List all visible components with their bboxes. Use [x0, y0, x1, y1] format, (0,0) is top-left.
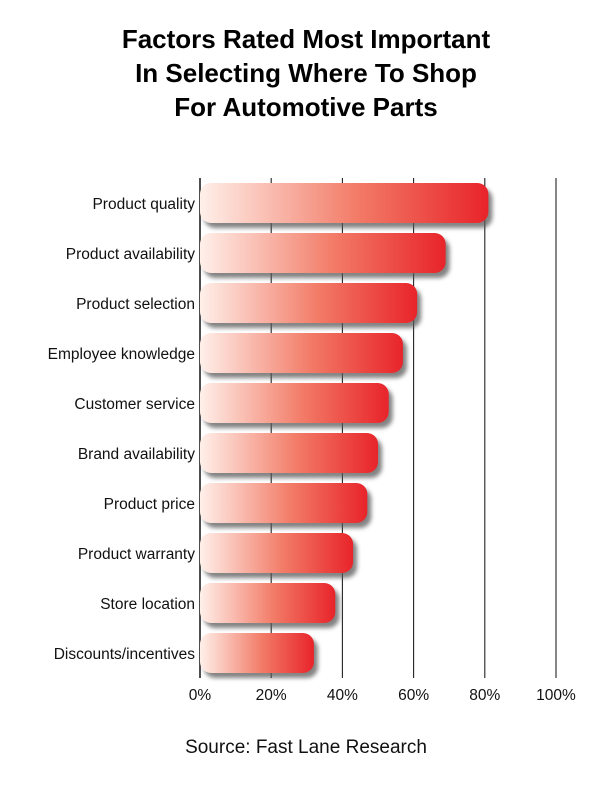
bar [200, 483, 368, 523]
title-line-1: Factors Rated Most Important [121, 24, 491, 54]
bar [200, 633, 314, 673]
x-tick-label: 100% [536, 687, 576, 704]
category-labels: Product quality Product availability Produ… [48, 196, 196, 663]
category-label: Product selection [76, 296, 195, 313]
bar [200, 333, 403, 373]
category-label: Product price [104, 496, 195, 513]
category-label: Brand availability [78, 446, 195, 463]
x-tick-label: 0% [189, 687, 212, 704]
category-label: Employee knowledge [48, 346, 195, 363]
source-note: Source: Fast Lane Research [185, 737, 427, 758]
x-axis-ticks: 0% 20% 40% 60% 80% 100% [189, 687, 576, 704]
bar [200, 533, 354, 573]
bar [200, 183, 489, 223]
category-label: Customer service [74, 396, 195, 413]
bar [200, 283, 418, 323]
bars [200, 183, 493, 678]
x-tick-label: 20% [256, 687, 287, 704]
bar [200, 233, 446, 273]
category-label: Discounts/incentives [54, 646, 196, 663]
bar [200, 383, 389, 423]
x-tick-label: 60% [398, 687, 429, 704]
x-tick-label: 40% [327, 687, 358, 704]
category-label: Product availability [66, 246, 195, 263]
category-label: Product quality [92, 196, 195, 213]
category-label: Product warranty [78, 546, 195, 563]
chart-title: Factors Rated Most Important In Selectin… [0, 22, 612, 124]
x-tick-label: 80% [469, 687, 500, 704]
title-line-2: In Selecting Where To Shop [135, 58, 477, 88]
bar [200, 433, 378, 473]
title-line-3: For Automotive Parts [174, 92, 438, 122]
category-label: Store location [100, 596, 195, 613]
bar [200, 583, 336, 623]
